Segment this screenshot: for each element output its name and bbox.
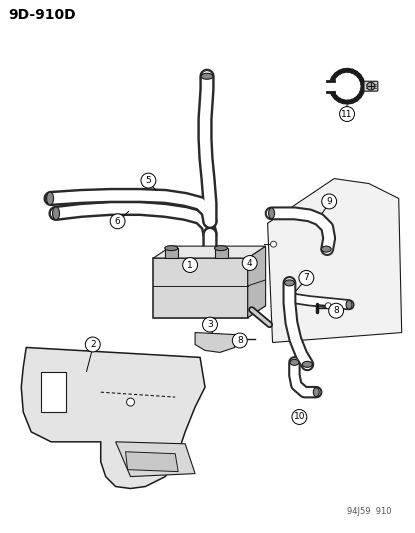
Ellipse shape	[321, 246, 331, 252]
Ellipse shape	[201, 74, 213, 79]
Text: 6: 6	[115, 217, 120, 226]
FancyBboxPatch shape	[364, 81, 378, 91]
Circle shape	[183, 257, 198, 272]
Ellipse shape	[303, 361, 312, 367]
Ellipse shape	[53, 207, 59, 220]
Ellipse shape	[284, 280, 294, 286]
Text: 4: 4	[247, 259, 253, 268]
Polygon shape	[116, 442, 195, 477]
Polygon shape	[126, 452, 178, 472]
Polygon shape	[268, 179, 402, 343]
Text: 5: 5	[146, 176, 151, 185]
Circle shape	[127, 398, 134, 406]
Polygon shape	[154, 258, 248, 318]
Ellipse shape	[290, 359, 299, 365]
FancyBboxPatch shape	[215, 248, 228, 258]
Text: 3: 3	[207, 320, 213, 329]
Circle shape	[339, 107, 354, 122]
Circle shape	[141, 173, 156, 188]
Circle shape	[329, 303, 344, 318]
Polygon shape	[41, 372, 66, 412]
Text: 9D-910D: 9D-910D	[8, 8, 76, 22]
Text: 10: 10	[294, 413, 305, 422]
Polygon shape	[154, 246, 266, 258]
Ellipse shape	[269, 208, 275, 219]
Circle shape	[203, 317, 217, 332]
Text: 7: 7	[303, 273, 309, 282]
Circle shape	[322, 194, 337, 209]
Ellipse shape	[215, 246, 227, 251]
Ellipse shape	[346, 300, 352, 309]
Circle shape	[232, 333, 247, 348]
Text: 94J59  910: 94J59 910	[347, 507, 392, 516]
Circle shape	[367, 82, 375, 90]
Circle shape	[271, 241, 276, 247]
Circle shape	[85, 337, 100, 352]
Polygon shape	[21, 348, 205, 489]
Text: 8: 8	[237, 336, 243, 345]
Text: 11: 11	[341, 109, 353, 118]
Polygon shape	[248, 246, 266, 318]
Polygon shape	[154, 306, 266, 318]
Text: 8: 8	[333, 306, 339, 315]
Text: 1: 1	[187, 261, 193, 270]
Text: 9: 9	[326, 197, 332, 206]
FancyBboxPatch shape	[165, 248, 178, 258]
Polygon shape	[195, 333, 235, 352]
Circle shape	[299, 270, 314, 285]
Circle shape	[292, 409, 307, 424]
Circle shape	[110, 214, 125, 229]
Circle shape	[242, 256, 257, 270]
Circle shape	[325, 303, 331, 309]
Text: 2: 2	[90, 340, 95, 349]
Ellipse shape	[165, 246, 178, 251]
Ellipse shape	[46, 192, 54, 205]
Ellipse shape	[313, 387, 319, 397]
